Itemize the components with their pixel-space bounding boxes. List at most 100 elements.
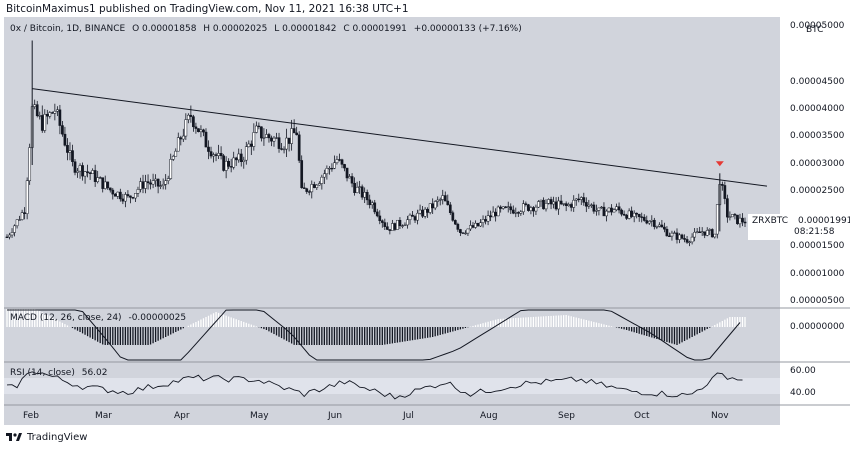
y-tick: 0.00002500: [790, 186, 845, 196]
candle-body: [272, 137, 276, 142]
candle-body: [700, 231, 704, 233]
candle-body: [43, 114, 47, 131]
candle-body: [217, 153, 220, 156]
candle-body: [572, 199, 576, 208]
candle-body: [579, 197, 583, 200]
tradingview-logo-icon[interactable]: [6, 432, 22, 443]
candle-body: [207, 146, 210, 152]
candle-body: [602, 206, 606, 217]
candle-body: [736, 214, 739, 225]
candle-body: [584, 202, 588, 207]
x-tick: Sep: [558, 411, 575, 421]
candle-body: [693, 231, 696, 238]
candle-body: [277, 137, 281, 149]
candle-body: [562, 203, 565, 205]
candle-body: [345, 167, 349, 179]
y-tick: 0.00003000: [790, 159, 845, 169]
candle-body: [214, 154, 218, 156]
candle-body: [166, 178, 170, 181]
candle-body: [663, 226, 666, 230]
candle-body: [93, 170, 97, 182]
candle-body: [481, 219, 485, 223]
y-tick: 0.00005000: [790, 21, 845, 31]
candle-body: [267, 134, 271, 139]
candle-body: [156, 178, 160, 187]
candle-body: [438, 199, 442, 201]
candle-body: [169, 159, 173, 179]
candle-body: [295, 132, 299, 136]
candle-body: [574, 198, 578, 201]
candle-body: [328, 167, 331, 170]
candle-body: [479, 222, 482, 227]
candle-body: [380, 220, 384, 223]
candle-body: [234, 157, 238, 161]
candle-body: [710, 229, 714, 238]
candle-body: [252, 132, 256, 147]
candle-body: [280, 148, 283, 150]
candle-body: [330, 167, 334, 170]
candle-body: [323, 173, 326, 178]
candle-body: [227, 160, 231, 167]
candle-body: [348, 176, 351, 179]
candle-body: [615, 206, 618, 211]
candle-body: [532, 207, 535, 212]
candle-body: [370, 202, 374, 206]
macd-label: MACD (12, 26, close, 24) -0.00000025: [10, 313, 186, 323]
candle-body: [126, 194, 130, 197]
candle-body: [378, 215, 382, 221]
candle-body: [8, 234, 11, 238]
candle-body: [670, 232, 674, 237]
candle-body: [35, 104, 39, 117]
candle-body: [426, 208, 429, 213]
candle-body: [355, 186, 359, 193]
candle-body: [383, 222, 387, 227]
candle-body: [88, 172, 92, 174]
candle-body: [45, 114, 49, 117]
candle-body: [519, 211, 523, 214]
candle-body: [489, 215, 492, 218]
candle-body: [743, 221, 747, 224]
candle-body: [242, 159, 246, 162]
x-tick: Oct: [634, 411, 650, 421]
legend-change: +0.00000133 (+7.16%): [413, 24, 522, 34]
candle-body: [632, 212, 636, 217]
candle-body: [209, 151, 213, 157]
candle-body: [270, 137, 273, 142]
rsi-title: RSI (14, close): [10, 368, 75, 378]
candle-body: [673, 232, 676, 234]
candle-body: [141, 181, 145, 189]
candle-body: [617, 206, 621, 211]
candle-body: [590, 204, 593, 206]
candle-body: [159, 185, 162, 187]
candle-body: [708, 229, 712, 231]
bar-countdown: 08:21:58: [794, 227, 835, 237]
candle-body: [506, 206, 510, 208]
candle-body: [335, 159, 339, 164]
candle-body: [232, 157, 236, 168]
candle-body: [189, 114, 193, 117]
candle-body: [305, 188, 309, 192]
candle-body: [10, 232, 14, 236]
candle-body: [396, 219, 399, 230]
candle-body: [33, 104, 37, 107]
legend-high: H 0.00002025: [203, 24, 268, 34]
candle-body: [161, 183, 165, 186]
candle-body: [300, 160, 304, 188]
y-tick: 0.00000500: [790, 296, 845, 306]
candle-body: [325, 168, 329, 175]
candle-body: [86, 171, 89, 173]
candle-body: [620, 209, 623, 215]
legend-open: O 0.00001858: [132, 24, 197, 34]
candle-body: [516, 212, 520, 214]
candle-body: [151, 180, 155, 185]
candle-body: [310, 184, 314, 193]
candle-body: [28, 147, 32, 182]
candle-body: [652, 219, 656, 227]
candle-body: [244, 146, 248, 161]
candle-body: [179, 137, 183, 140]
candle-body: [363, 192, 367, 198]
candle-body: [149, 182, 152, 185]
candle-body: [446, 200, 450, 206]
candle-body: [461, 232, 465, 234]
